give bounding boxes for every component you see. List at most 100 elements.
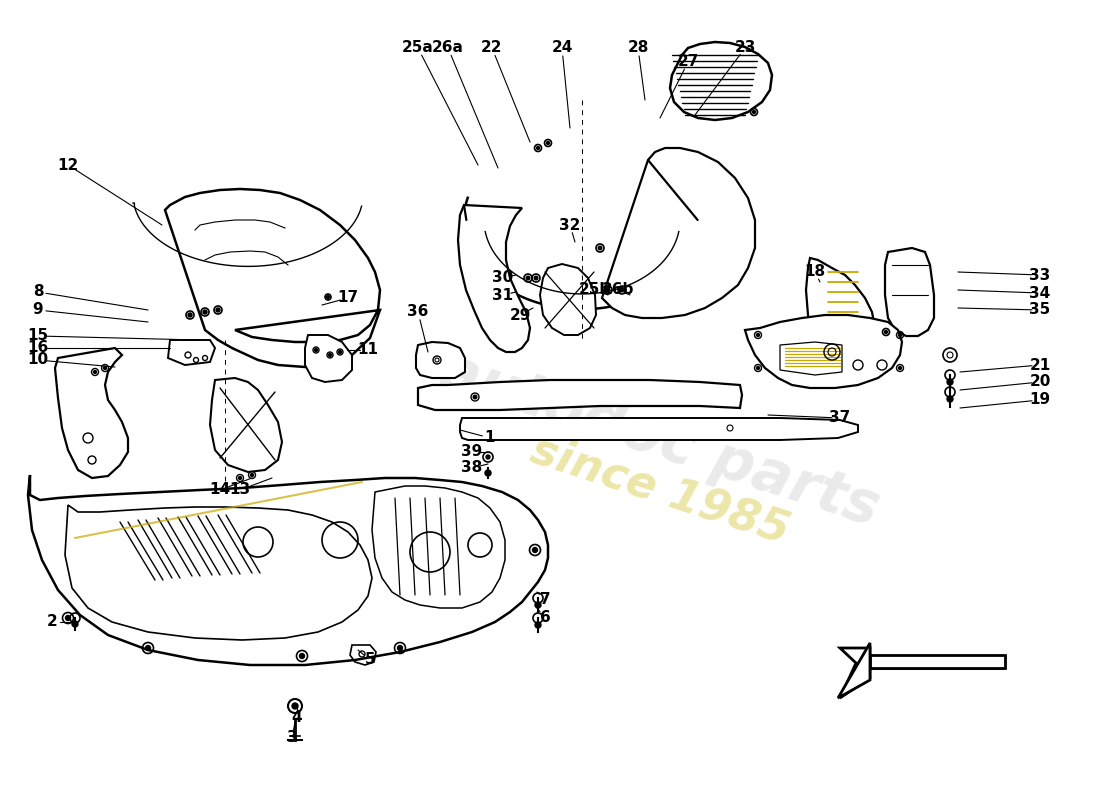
Polygon shape <box>458 205 530 352</box>
Circle shape <box>204 310 207 314</box>
Text: 39: 39 <box>461 445 483 459</box>
Circle shape <box>72 621 78 627</box>
Circle shape <box>299 654 305 658</box>
Polygon shape <box>65 505 372 640</box>
Text: 22: 22 <box>482 41 503 55</box>
Text: 29: 29 <box>509 307 530 322</box>
Circle shape <box>94 370 97 374</box>
Text: 31: 31 <box>493 287 514 302</box>
Polygon shape <box>165 189 380 367</box>
Circle shape <box>947 396 953 402</box>
Text: 19: 19 <box>1030 393 1050 407</box>
Text: 26b: 26b <box>602 282 635 298</box>
Polygon shape <box>305 335 352 382</box>
Polygon shape <box>418 380 742 410</box>
Polygon shape <box>372 486 505 608</box>
Circle shape <box>526 276 530 280</box>
Text: 17: 17 <box>338 290 359 306</box>
Text: 34: 34 <box>1030 286 1050 301</box>
Text: 15: 15 <box>28 329 48 343</box>
Text: 6: 6 <box>540 610 550 626</box>
Text: 30: 30 <box>493 270 514 286</box>
Polygon shape <box>745 315 902 388</box>
Text: 23: 23 <box>735 41 756 55</box>
Text: 2: 2 <box>46 614 57 630</box>
Text: 36: 36 <box>407 305 429 319</box>
Text: 38: 38 <box>461 461 483 475</box>
Circle shape <box>315 349 318 351</box>
Text: 25b: 25b <box>579 282 612 298</box>
Circle shape <box>899 366 902 370</box>
Text: 10: 10 <box>28 353 48 367</box>
Text: autodoc parts: autodoc parts <box>433 342 887 538</box>
Polygon shape <box>460 418 858 440</box>
Circle shape <box>947 379 953 385</box>
Polygon shape <box>28 475 548 665</box>
Text: 26a: 26a <box>432 41 464 55</box>
Text: 11: 11 <box>358 342 378 358</box>
Circle shape <box>884 330 888 334</box>
Text: 14: 14 <box>209 482 231 498</box>
Text: 13: 13 <box>230 482 251 498</box>
Polygon shape <box>602 148 755 318</box>
Text: 4: 4 <box>292 710 302 726</box>
Text: 37: 37 <box>829 410 850 426</box>
Text: 27: 27 <box>678 54 698 70</box>
Circle shape <box>547 142 550 145</box>
Circle shape <box>606 288 609 292</box>
Circle shape <box>216 308 220 312</box>
Text: 32: 32 <box>559 218 581 233</box>
Circle shape <box>327 295 330 298</box>
Circle shape <box>485 470 491 476</box>
Circle shape <box>339 350 341 354</box>
Text: 3: 3 <box>287 730 297 746</box>
Text: 25a: 25a <box>403 41 433 55</box>
Text: 21: 21 <box>1030 358 1050 373</box>
Text: 28: 28 <box>627 41 649 55</box>
Text: 33: 33 <box>1030 267 1050 282</box>
Circle shape <box>145 646 151 650</box>
Circle shape <box>598 246 602 250</box>
Circle shape <box>535 276 538 280</box>
Circle shape <box>535 602 541 608</box>
Circle shape <box>292 703 298 709</box>
Text: 20: 20 <box>1030 374 1050 390</box>
Polygon shape <box>840 648 870 698</box>
Circle shape <box>486 455 490 459</box>
Circle shape <box>251 474 253 477</box>
Polygon shape <box>870 660 1002 668</box>
Circle shape <box>532 547 538 553</box>
Circle shape <box>103 366 107 370</box>
Polygon shape <box>886 248 934 336</box>
Circle shape <box>188 313 192 317</box>
Text: 5: 5 <box>365 653 375 667</box>
Circle shape <box>397 646 403 650</box>
Text: 12: 12 <box>57 158 78 173</box>
Circle shape <box>329 354 331 357</box>
Polygon shape <box>838 643 870 698</box>
Text: 7: 7 <box>540 593 550 607</box>
Polygon shape <box>670 42 772 120</box>
Circle shape <box>239 477 242 479</box>
Circle shape <box>66 615 70 621</box>
Circle shape <box>535 622 541 628</box>
Text: 1: 1 <box>485 430 495 446</box>
Polygon shape <box>168 340 214 365</box>
Circle shape <box>537 146 539 150</box>
Text: 18: 18 <box>804 265 826 279</box>
Text: 9: 9 <box>33 302 43 318</box>
Polygon shape <box>780 342 842 375</box>
Circle shape <box>752 110 756 114</box>
Circle shape <box>620 288 624 292</box>
Text: 35: 35 <box>1030 302 1050 318</box>
Polygon shape <box>416 342 465 378</box>
Circle shape <box>757 366 759 370</box>
Polygon shape <box>210 378 282 472</box>
Text: 16: 16 <box>28 341 48 355</box>
Circle shape <box>899 334 902 337</box>
Text: since 1985: since 1985 <box>526 428 794 552</box>
Circle shape <box>757 334 759 337</box>
Text: 24: 24 <box>551 41 573 55</box>
Polygon shape <box>540 264 596 335</box>
Circle shape <box>473 395 476 399</box>
